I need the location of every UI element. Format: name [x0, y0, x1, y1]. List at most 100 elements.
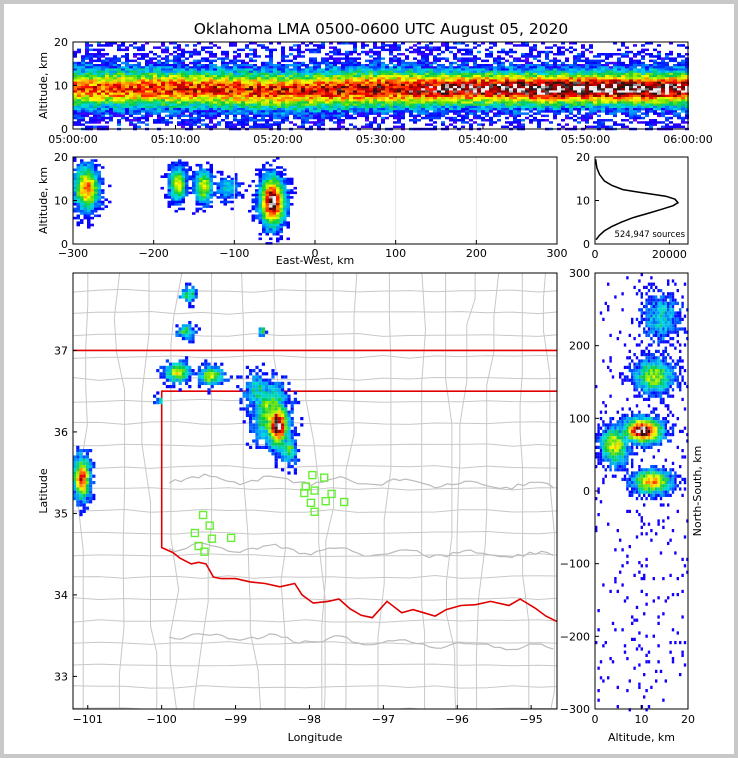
time-density-cell — [325, 81, 329, 85]
time-density-cell — [289, 112, 293, 115]
time-density-cell — [545, 55, 549, 58]
time-density-cell — [297, 66, 301, 69]
time-density-cell — [589, 46, 593, 49]
time-density-cell — [189, 68, 193, 71]
time-density-cell — [549, 92, 553, 96]
time-density-cell — [617, 57, 621, 60]
time-density-cell — [105, 72, 109, 76]
time-density-cell — [73, 121, 77, 124]
time-density-cell — [477, 79, 481, 82]
time-density-cell — [429, 86, 433, 89]
time-density-cell — [217, 83, 221, 87]
time-density-cell — [553, 101, 557, 104]
time-density-cell — [265, 83, 269, 87]
time-density-cell — [541, 88, 545, 91]
time-density-cell — [177, 61, 181, 65]
time-density-cell — [389, 101, 393, 104]
time-density-cell — [625, 68, 629, 71]
time-density-cell — [105, 59, 109, 63]
time-density-cell — [581, 77, 585, 80]
time-density-cell — [241, 105, 245, 109]
time-density-cell — [129, 105, 133, 109]
time-density-cell — [365, 86, 369, 89]
time-density-cell — [569, 116, 573, 120]
time-density-cell — [177, 114, 181, 118]
time-density-cell — [473, 94, 477, 98]
time-density-cell — [493, 57, 497, 60]
time-density-cell — [381, 119, 385, 122]
time-density-cell — [301, 105, 305, 109]
time-density-cell — [413, 94, 417, 98]
time-density-cell — [309, 103, 313, 107]
time-density-cell — [285, 83, 289, 87]
time-density-cell — [613, 101, 617, 104]
time-density-cell — [329, 79, 333, 82]
time-density-cell — [509, 79, 513, 82]
time-density-cell — [221, 88, 225, 91]
time-density-cell — [525, 97, 529, 100]
time-density-cell — [621, 94, 625, 98]
time-density-cell — [673, 68, 677, 71]
time-density-cell — [201, 97, 205, 100]
time-density-cell — [169, 105, 173, 109]
time-density-cell — [437, 70, 441, 74]
time-density-cell — [113, 79, 117, 82]
time-density-cell — [325, 108, 329, 111]
time-density-cell — [657, 44, 661, 47]
time-density-cell — [197, 68, 201, 71]
time-density-cell — [97, 103, 101, 107]
time-density-cell — [269, 97, 273, 100]
time-density-cell — [593, 66, 597, 69]
time-density-cell — [369, 77, 373, 80]
time-density-cell — [505, 112, 509, 115]
time-density-cell — [221, 103, 225, 107]
time-density-cell — [245, 97, 249, 100]
time-density-cell — [437, 64, 441, 67]
time-density-cell — [113, 83, 117, 87]
time-density-cell — [645, 66, 649, 69]
time-density-cell — [581, 64, 585, 67]
time-density-cell — [213, 112, 217, 115]
time-density-cell — [657, 83, 661, 87]
time-density-cell — [629, 103, 633, 107]
time-density-cell — [285, 77, 289, 80]
time-density-cell — [577, 75, 581, 78]
time-density-cell — [557, 110, 561, 113]
time-density-cell — [293, 72, 297, 76]
time-density-cell — [293, 61, 297, 65]
time-density-cell — [625, 70, 629, 74]
eastwest-density-cell — [83, 198, 87, 201]
time-density-cell — [445, 92, 449, 96]
time-density-cell — [321, 99, 325, 102]
time-density-cell — [185, 68, 189, 71]
time-density-cell — [657, 68, 661, 71]
time-density-cell — [433, 103, 437, 107]
time-density-cell — [489, 46, 493, 49]
time-density-cell — [209, 42, 213, 45]
time-density-cell — [561, 61, 565, 65]
time-density-cell — [661, 72, 665, 76]
time-density-cell — [209, 68, 213, 71]
time-density-cell — [341, 77, 345, 80]
time-density-cell — [585, 114, 589, 118]
time-density-cell — [601, 72, 605, 76]
time-density-cell — [385, 103, 389, 107]
time-density-cell — [501, 77, 505, 80]
time-density-cell — [681, 101, 685, 104]
time-density-cell — [309, 94, 313, 98]
time-density-cell — [529, 79, 533, 82]
time-density-cell — [589, 97, 593, 100]
time-density-cell — [549, 66, 553, 69]
time-density-cell — [677, 79, 681, 82]
time-density-cell — [257, 83, 261, 87]
time-density-cell — [449, 66, 453, 69]
time-density-cell — [601, 53, 605, 56]
time-density-cell — [673, 70, 677, 74]
time-density-cell — [401, 42, 405, 45]
time-density-cell — [657, 53, 661, 56]
time-density-cell — [561, 83, 565, 87]
time-density-cell — [665, 70, 669, 74]
time-density-cell — [605, 99, 609, 102]
time-density-cell — [361, 110, 365, 113]
time-density-cell — [137, 81, 141, 85]
